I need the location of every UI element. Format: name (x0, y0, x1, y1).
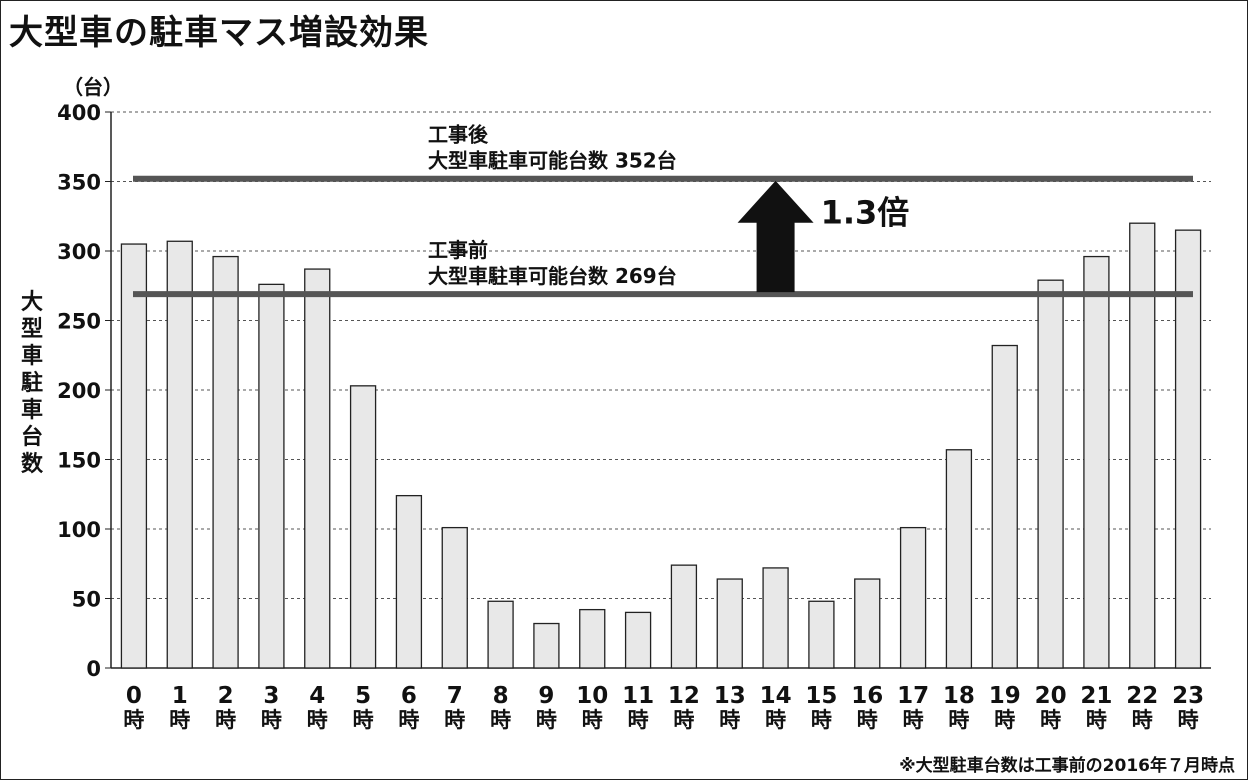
bar (120, 243, 148, 669)
bar (304, 268, 331, 669)
bar (899, 526, 927, 669)
x-tick-label-unit: 時 (261, 708, 282, 732)
bar (854, 578, 881, 669)
x-tick-label: 10 (576, 683, 608, 709)
x-tick-label-unit: 時 (353, 708, 374, 732)
bar (762, 567, 789, 669)
x-tick-label: 12 (668, 683, 700, 709)
x-tick-label: 23 (1172, 683, 1204, 709)
x-tick-label: 16 (851, 683, 883, 709)
x-tick-label: 21 (1080, 683, 1112, 709)
y-tick-label: 50 (72, 588, 101, 612)
x-tick-label: 6 (401, 683, 417, 709)
capacity-label-value: 大型車駐車可能台数 269台 (428, 264, 677, 288)
x-tick-label: 5 (355, 683, 371, 709)
bar (579, 608, 606, 669)
capacity-label-title: 工事後 (428, 123, 489, 147)
x-tick-label-unit: 時 (582, 708, 603, 732)
x-tick-label: 18 (943, 683, 975, 709)
increase-ratio-label: 1.3倍 (821, 194, 910, 232)
x-tick-label-unit: 時 (948, 708, 969, 732)
x-tick-label: 0 (126, 683, 142, 709)
x-tick-label: 1 (172, 683, 188, 709)
x-tick-label-unit: 時 (444, 708, 465, 732)
capacity-label-value: 大型車駐車可能台数 352台 (428, 149, 677, 173)
bar (624, 611, 652, 669)
x-tick-label: 8 (493, 683, 509, 709)
x-tick-label: 17 (897, 683, 929, 709)
y-axis-unit: （台） (63, 75, 123, 99)
bar (395, 494, 423, 669)
bar (716, 578, 743, 669)
bar (258, 283, 285, 669)
x-tick-label-unit: 時 (673, 708, 694, 732)
x-tick-label: 13 (714, 683, 746, 709)
bar (945, 449, 973, 669)
x-tick-label-unit: 時 (398, 708, 419, 732)
x-tick-label: 14 (760, 683, 792, 709)
bar (1129, 222, 1156, 669)
bar (166, 240, 193, 669)
bar (991, 344, 1018, 669)
chart-title: 大型車の駐車マス増設効果 (9, 13, 429, 53)
bar (533, 622, 560, 669)
x-tick-label: 15 (805, 683, 837, 709)
x-tick-label-unit: 時 (1132, 708, 1153, 732)
y-tick-label: 100 (57, 518, 101, 542)
bar (349, 385, 377, 669)
bar (441, 526, 468, 669)
x-tick-label: 22 (1126, 683, 1158, 709)
bar (487, 600, 514, 669)
x-tick-label-unit: 時 (628, 708, 649, 732)
x-tick-label-unit: 時 (215, 708, 236, 732)
y-tick-label: 250 (57, 310, 101, 334)
x-tick-label: 2 (218, 683, 234, 709)
bar (808, 600, 835, 669)
x-tick-label: 19 (989, 683, 1021, 709)
bar (670, 564, 698, 669)
footnote: ※大型駐車台数は工事前の2016年７月時点 (899, 756, 1235, 776)
x-tick-label-unit: 時 (490, 708, 511, 732)
capacity-label-title: 工事前 (428, 238, 488, 262)
bar (212, 255, 239, 669)
bar (1037, 279, 1064, 669)
x-tick-label-unit: 時 (536, 708, 557, 732)
y-tick-label: 150 (57, 449, 101, 473)
x-tick-label-unit: 時 (1040, 708, 1061, 732)
y-tick-label: 300 (57, 240, 101, 264)
x-tick-label-unit: 時 (1086, 708, 1107, 732)
x-tick-label-unit: 時 (765, 708, 786, 732)
x-tick-label-unit: 時 (1178, 708, 1199, 732)
x-tick-label-unit: 時 (857, 708, 878, 732)
x-tick-label-unit: 時 (169, 708, 190, 732)
x-tick-label-unit: 時 (719, 708, 740, 732)
x-tick-label-unit: 時 (123, 708, 144, 732)
bar (1083, 255, 1110, 669)
y-tick-label: 400 (57, 101, 101, 125)
increase-arrow (737, 180, 814, 293)
x-tick-label: 3 (263, 683, 279, 709)
x-tick-label: 9 (538, 683, 554, 709)
x-tick-label: 7 (447, 683, 463, 709)
x-tick-label: 4 (309, 683, 325, 709)
x-tick-label-unit: 時 (307, 708, 328, 732)
x-tick-label: 20 (1035, 683, 1067, 709)
x-tick-label-unit: 時 (994, 708, 1015, 732)
bar (1174, 229, 1202, 669)
y-axis-label: 大型車駐車台数 (20, 290, 43, 477)
x-tick-label-unit: 時 (903, 708, 924, 732)
x-tick-label-unit: 時 (811, 708, 832, 732)
x-tick-label: 11 (622, 683, 654, 709)
y-tick-label: 0 (86, 657, 101, 681)
y-tick-label: 200 (57, 379, 101, 403)
y-tick-label: 350 (57, 171, 101, 195)
